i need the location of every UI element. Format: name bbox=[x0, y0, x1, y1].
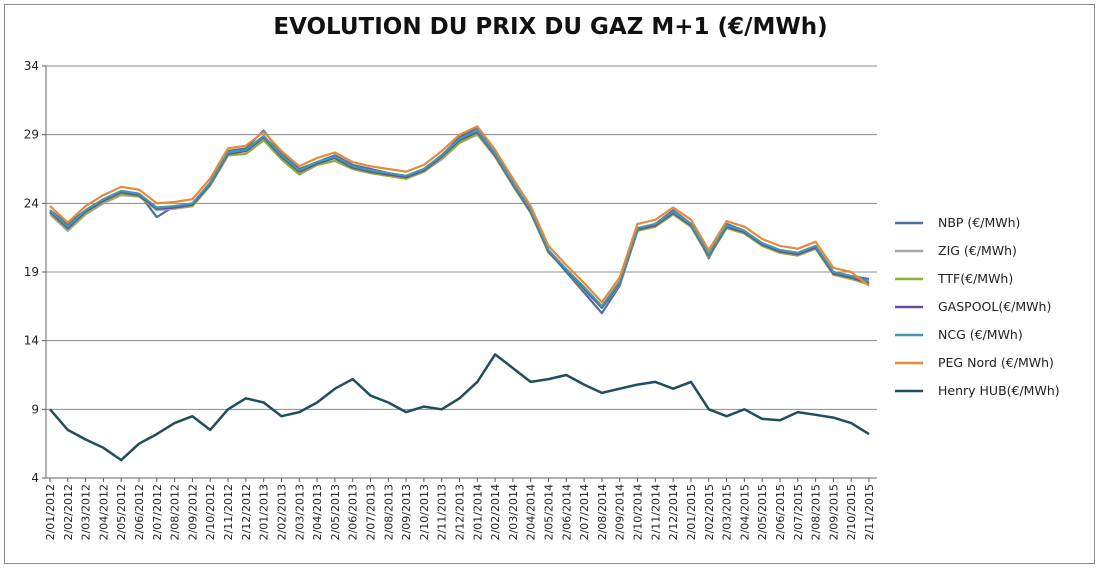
legend-label: NCG (€/MWh) bbox=[938, 327, 1023, 342]
x-tick-label: 2/08/2014 bbox=[596, 484, 609, 540]
x-tick-label: 2/04/2014 bbox=[525, 484, 538, 540]
chart-title: EVOLUTION DU PRIX DU GAZ M+1 (€/MWh) bbox=[273, 14, 828, 40]
x-tick-label: 2/05/2013 bbox=[329, 484, 342, 540]
x-tick-label: 2/10/2012 bbox=[204, 484, 217, 540]
x-tick-label: 2/10/2014 bbox=[632, 484, 645, 540]
x-axis-ticks: 2/01/2012 2/02/2012 2/03/2012 2/04/2012 2/05… bbox=[44, 478, 876, 540]
series-line-0 bbox=[49, 126, 870, 315]
x-tick-label: 2/10/2013 bbox=[418, 484, 431, 540]
x-tick-label: 2/01/2013 bbox=[258, 484, 271, 540]
x-tick-label: 2/12/2013 bbox=[454, 484, 467, 540]
legend-label: GASPOOL(€/MWh) bbox=[938, 299, 1051, 314]
x-tick-label: 2/04/2015 bbox=[738, 484, 751, 540]
x-tick-label: 2/07/2012 bbox=[151, 484, 164, 540]
series-line-5 bbox=[49, 125, 870, 304]
x-tick-label: 2/01/2012 bbox=[44, 484, 57, 540]
x-tick-label: 2/08/2012 bbox=[169, 484, 182, 540]
x-tick-label: 2/11/2014 bbox=[649, 484, 662, 540]
legend-label: PEG Nord (€/MWh) bbox=[938, 355, 1054, 370]
legend: NBP (€/MWh) ZIG (€/MWh) TTF(€/MWh) GASPOOL(… bbox=[895, 215, 1060, 398]
x-tick-label: 2/09/2013 bbox=[400, 484, 413, 540]
x-tick-label: 2/09/2012 bbox=[186, 484, 199, 540]
x-tick-label: 2/01/2015 bbox=[685, 484, 698, 540]
y-tick-label: 19 bbox=[24, 265, 39, 279]
x-tick-label: 2/06/2012 bbox=[133, 484, 146, 540]
y-tick-label: 14 bbox=[24, 334, 39, 348]
series-line-2 bbox=[49, 132, 870, 309]
x-tick-label: 2/05/2015 bbox=[756, 484, 769, 540]
x-tick-label: 2/02/2015 bbox=[703, 484, 716, 540]
x-tick-label: 2/05/2012 bbox=[115, 484, 128, 540]
x-tick-label: 2/06/2013 bbox=[347, 484, 360, 540]
x-tick-label: 2/12/2012 bbox=[240, 484, 253, 540]
legend-label: TTF(€/MWh) bbox=[937, 271, 1013, 286]
x-tick-label: 2/03/2013 bbox=[293, 484, 306, 540]
y-axis-ticks: 4 9 14 19 24 29 34 bbox=[24, 59, 46, 485]
x-tick-label: 2/10/2015 bbox=[845, 484, 858, 540]
x-tick-label: 2/02/2012 bbox=[62, 484, 75, 540]
series-line-6 bbox=[49, 353, 870, 462]
y-tick-label: 4 bbox=[31, 471, 39, 485]
series-lines bbox=[49, 125, 870, 462]
x-tick-label: 2/11/2012 bbox=[222, 484, 235, 540]
x-tick-label: 2/09/2015 bbox=[827, 484, 840, 540]
x-tick-label: 2/04/2012 bbox=[97, 484, 110, 540]
x-tick-label: 2/01/2014 bbox=[471, 484, 484, 540]
x-tick-label: 2/12/2014 bbox=[667, 484, 680, 540]
legend-label: NBP (€/MWh) bbox=[938, 215, 1020, 230]
y-tick-label: 24 bbox=[24, 196, 39, 210]
series-line-3 bbox=[49, 130, 870, 309]
x-tick-label: 2/07/2015 bbox=[792, 484, 805, 540]
x-tick-label: 2/07/2013 bbox=[364, 484, 377, 540]
legend-label: ZIG (€/MWh) bbox=[938, 243, 1017, 258]
legend-label: Henry HUB(€/MWh) bbox=[938, 383, 1060, 398]
x-tick-label: 2/04/2013 bbox=[311, 484, 324, 540]
x-tick-label: 2/06/2015 bbox=[774, 484, 787, 540]
x-tick-label: 2/07/2014 bbox=[578, 484, 591, 540]
x-tick-label: 2/05/2014 bbox=[543, 484, 556, 540]
y-tick-label: 9 bbox=[31, 402, 39, 416]
x-tick-label: 2/03/2014 bbox=[507, 484, 520, 540]
series-line-4 bbox=[49, 129, 870, 308]
y-tick-label: 34 bbox=[24, 59, 39, 73]
x-tick-label: 2/02/2014 bbox=[489, 484, 502, 540]
x-tick-label: 2/11/2015 bbox=[863, 484, 876, 540]
x-tick-label: 2/02/2013 bbox=[275, 484, 288, 540]
x-tick-label: 2/03/2012 bbox=[80, 484, 93, 540]
x-tick-label: 2/09/2014 bbox=[614, 484, 627, 540]
x-tick-label: 2/06/2014 bbox=[560, 484, 573, 540]
x-tick-label: 2/11/2013 bbox=[436, 484, 449, 540]
x-tick-label: 2/08/2015 bbox=[810, 484, 823, 540]
y-tick-label: 29 bbox=[24, 128, 39, 142]
x-tick-label: 2/08/2013 bbox=[382, 484, 395, 540]
chart-frame bbox=[4, 4, 1095, 564]
x-tick-label: 2/03/2015 bbox=[721, 484, 734, 540]
series-line-1 bbox=[49, 133, 870, 308]
